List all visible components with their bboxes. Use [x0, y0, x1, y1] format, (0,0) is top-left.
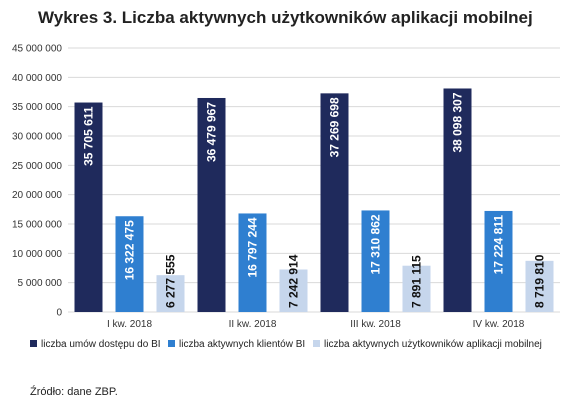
- data-label: 7 242 914: [287, 254, 301, 308]
- source-note: Źródło: dane ZBP.: [30, 386, 118, 398]
- data-label: 35 705 611: [82, 106, 96, 166]
- data-label: 6 277 555: [164, 254, 178, 308]
- bar: [525, 260, 554, 312]
- legend-swatch: [168, 340, 175, 347]
- bar: [74, 102, 103, 312]
- bar: [279, 269, 308, 312]
- legend-swatch: [30, 340, 37, 347]
- bar: [115, 216, 144, 312]
- data-label: 7 891 115: [410, 255, 424, 308]
- data-label: 8 719 810: [533, 254, 547, 308]
- bar: [156, 275, 185, 312]
- data-label: 16 797 244: [246, 217, 260, 277]
- bar: [320, 93, 349, 312]
- bar: [484, 210, 513, 312]
- data-label: 17 310 862: [369, 214, 383, 274]
- legend-label: liczba aktywnych klientów BI: [179, 339, 305, 350]
- y-tick-label: 30 000 000: [12, 132, 62, 143]
- data-label: 37 269 698: [328, 97, 342, 157]
- bar: [402, 265, 431, 312]
- y-tick-label: 45 000 000: [12, 44, 62, 55]
- x-tick-label: II kw. 2018: [229, 319, 277, 330]
- y-tick-label: 5 000 000: [18, 278, 63, 289]
- y-tick-label: 15 000 000: [12, 220, 62, 231]
- data-label: 36 479 967: [205, 102, 219, 162]
- y-tick-label: 40 000 000: [12, 73, 62, 84]
- bar: [361, 210, 390, 312]
- bar: [443, 88, 472, 312]
- data-label: 16 322 475: [123, 220, 137, 280]
- y-tick-label: 35 000 000: [12, 102, 62, 113]
- y-tick-label: 20 000 000: [12, 190, 62, 201]
- x-tick-label: IV kw. 2018: [473, 319, 525, 330]
- legend-swatch: [313, 340, 320, 347]
- chart-title: Wykres 3. Liczba aktywnych użytkowników …: [38, 8, 533, 27]
- legend-label: liczba umów dostępu do BI: [41, 339, 161, 350]
- x-tick-label: I kw. 2018: [107, 319, 152, 330]
- bar: [238, 213, 267, 312]
- y-tick-label: 10 000 000: [12, 249, 62, 260]
- data-label: 17 224 811: [492, 215, 506, 275]
- y-tick-label: 25 000 000: [12, 161, 62, 172]
- x-tick-label: III kw. 2018: [350, 319, 401, 330]
- y-tick-label: 0: [56, 308, 62, 319]
- data-label: 38 098 307: [451, 92, 465, 152]
- bar: [197, 97, 226, 312]
- legend-label: liczba aktywnych użytkowników aplikacji …: [324, 339, 542, 350]
